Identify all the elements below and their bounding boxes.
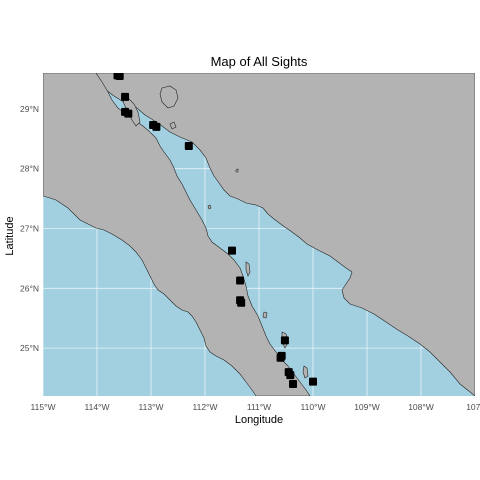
x-tick-label: 115°W: [31, 402, 56, 412]
sighting-point: [124, 109, 133, 118]
sighting-point: [184, 141, 193, 150]
y-tick-label: 29°N: [20, 104, 39, 114]
x-tick-label: 111°W: [247, 402, 271, 412]
x-tick-label: 114°W: [85, 402, 110, 412]
sighting-point: [115, 73, 124, 80]
island-carmen: [245, 261, 251, 277]
island-san-esteban: [169, 121, 177, 130]
sighting-point: [152, 122, 161, 131]
mainland-landmass: [95, 73, 475, 396]
x-tick-label: 109°W: [354, 402, 380, 412]
sighting-point: [286, 371, 295, 380]
island-small-1: [207, 204, 212, 210]
island-cerralvo: [302, 365, 309, 379]
x-axis-title: Longitude: [235, 414, 283, 426]
island-small-2: [235, 168, 239, 173]
y-tick-label: 28°N: [20, 164, 39, 174]
sighting-point: [237, 298, 246, 307]
sighting-point: [236, 276, 245, 285]
sighting-point: [280, 336, 289, 345]
y-axis-ticks: 25°N 26°N 27°N 28°N 29°N: [20, 104, 39, 353]
island-tiburon: [159, 85, 179, 109]
sighting-point: [289, 380, 298, 389]
x-tick-label: 108°W: [408, 402, 434, 412]
x-axis-ticks: 115°W 114°W 113°W 112°W 111°W 110°W 109°W 108°W…: [31, 402, 480, 412]
x-tick-label: 112°W: [193, 402, 218, 412]
x-tick-label: 113°W: [139, 402, 164, 412]
sighting-point: [276, 353, 285, 362]
sighting-point: [309, 377, 317, 386]
x-tick-label: 110°W: [301, 402, 326, 412]
y-tick-label: 27°N: [20, 224, 39, 234]
sightings-layer: [113, 73, 317, 389]
sighting-point: [121, 92, 130, 101]
y-axis-title: Latitude: [4, 216, 16, 255]
baja-peninsula: [43, 73, 311, 396]
chart-title: Map of All Sights: [211, 54, 308, 69]
map-panel: [43, 73, 475, 396]
x-tick-label: 107°: [466, 402, 480, 412]
sighting-point: [228, 246, 236, 255]
island-monserrat: [262, 311, 268, 319]
y-tick-label: 25°N: [20, 343, 39, 353]
y-tick-label: 26°N: [20, 283, 39, 293]
